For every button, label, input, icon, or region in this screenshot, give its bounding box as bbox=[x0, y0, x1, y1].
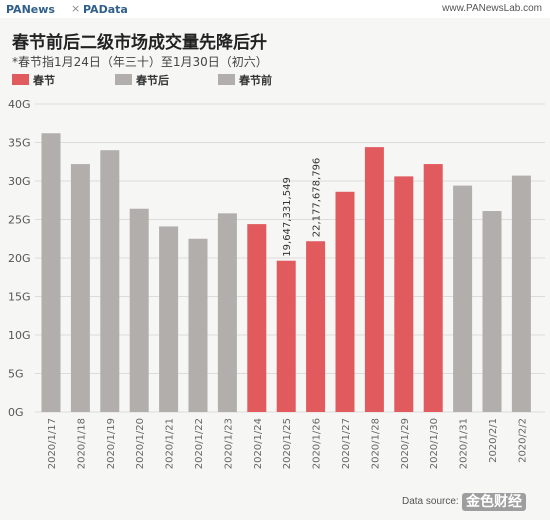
bar bbox=[129, 208, 149, 412]
padata-logo: PAData bbox=[83, 3, 128, 16]
bar bbox=[394, 176, 414, 412]
x-tick-label: 2020/1/28 bbox=[370, 418, 381, 469]
y-tick-label: 20G bbox=[8, 252, 31, 265]
bar bbox=[217, 213, 237, 412]
data-label: 22,177,678,796 bbox=[312, 158, 323, 238]
bar bbox=[159, 226, 179, 412]
legend: 春节 春节后 春节前 bbox=[12, 72, 542, 88]
x-tick-label: 2020/1/30 bbox=[429, 418, 440, 469]
chart-subtitle: *春节指1月24日（年三十）至1月30日（初六） bbox=[12, 55, 268, 69]
bar bbox=[276, 260, 296, 412]
bar bbox=[511, 175, 531, 412]
panews-logo: PANews bbox=[6, 3, 55, 16]
x-tick-label: 2020/1/31 bbox=[459, 418, 470, 469]
data-source-note: Data source: bbox=[402, 496, 459, 507]
x-tick-label: 2020/1/17 bbox=[47, 418, 58, 469]
bar bbox=[41, 133, 61, 412]
x-tick-label: 2020/1/23 bbox=[223, 418, 234, 469]
x-tick-label: 2020/1/25 bbox=[282, 418, 293, 469]
legend-swatch-after bbox=[115, 74, 132, 85]
legend-label-after: 春节后 bbox=[136, 74, 169, 87]
site-url: www.PANewsLab.com bbox=[442, 3, 542, 14]
bar bbox=[247, 224, 267, 412]
watermark-logo: 金色财经 bbox=[462, 493, 526, 511]
x-tick-label: 2020/2/2 bbox=[517, 418, 528, 463]
bar bbox=[335, 191, 355, 412]
y-tick-label: 35G bbox=[8, 137, 31, 150]
legend-swatch-before bbox=[218, 74, 235, 85]
bar bbox=[453, 185, 473, 412]
y-tick-label: 15G bbox=[8, 291, 31, 304]
x-tick-label: 2020/1/29 bbox=[400, 418, 411, 469]
bar bbox=[306, 241, 326, 412]
y-tick-label: 0G bbox=[8, 406, 24, 419]
bar bbox=[100, 150, 120, 412]
chart-title: 春节前后二级市场成交量先降后升 bbox=[12, 33, 267, 53]
y-tick-label: 40G bbox=[8, 98, 31, 111]
x-tick-label: 2020/1/21 bbox=[165, 418, 176, 469]
bar bbox=[70, 164, 90, 412]
legend-label-before: 春节前 bbox=[239, 74, 272, 87]
x-tick-label: 2020/1/20 bbox=[135, 418, 146, 469]
x-tick-label: 2020/1/27 bbox=[341, 418, 352, 469]
brand-separator: × bbox=[71, 2, 81, 15]
y-tick-label: 10G bbox=[8, 329, 31, 342]
x-tick-label: 2020/2/1 bbox=[488, 418, 499, 463]
legend-label-spring: 春节 bbox=[33, 74, 55, 87]
data-label: 19,647,331,549 bbox=[282, 177, 293, 257]
x-tick-label: 2020/1/22 bbox=[194, 418, 205, 469]
bar bbox=[423, 164, 443, 412]
legend-swatch-spring bbox=[12, 74, 29, 85]
bar bbox=[364, 147, 384, 412]
y-tick-label: 25G bbox=[8, 214, 31, 227]
x-tick-label: 2020/1/18 bbox=[76, 418, 87, 469]
y-tick-label: 30G bbox=[8, 175, 31, 188]
x-tick-label: 2020/1/19 bbox=[106, 418, 117, 469]
bar bbox=[482, 211, 502, 412]
bar bbox=[188, 238, 208, 412]
header-bar: PANews × PAData www.PANewsLab.com bbox=[0, 0, 550, 18]
x-tick-label: 2020/1/26 bbox=[312, 418, 323, 469]
x-tick-label: 2020/1/24 bbox=[253, 418, 264, 469]
y-tick-label: 5G bbox=[8, 368, 24, 381]
